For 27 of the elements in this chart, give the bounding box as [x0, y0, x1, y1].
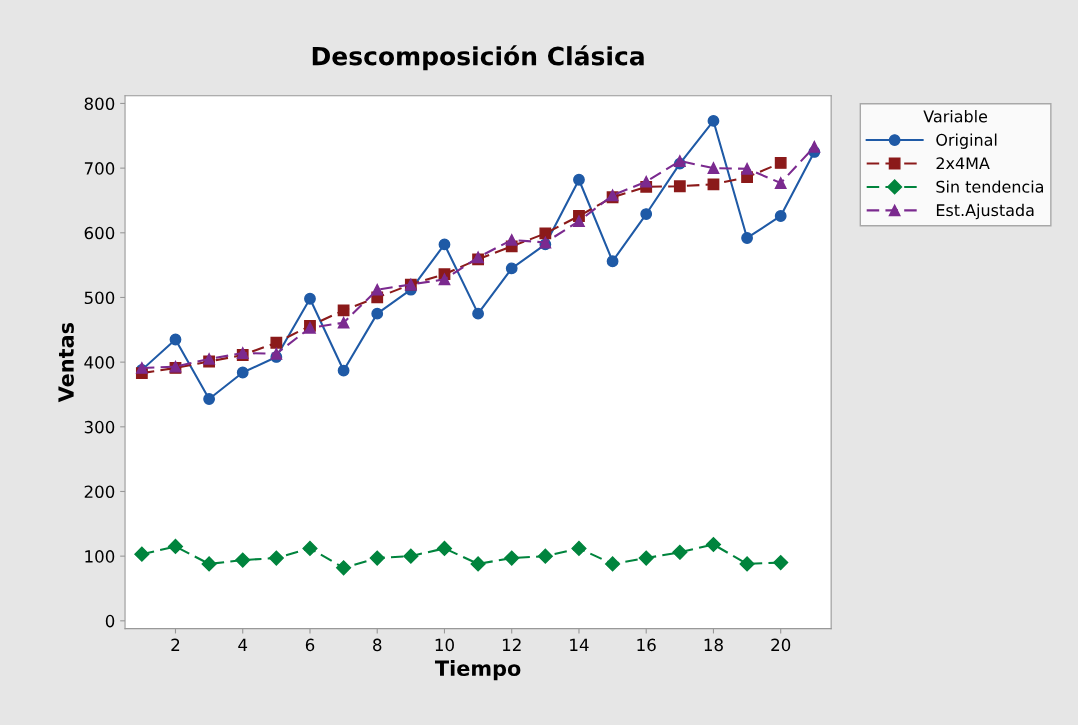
y-tick-label: 400	[84, 356, 115, 369]
x-tick-label: 8	[373, 638, 382, 652]
legend-label: Est.Ajustada	[936, 203, 1034, 220]
chart-title: Descomposición Clásica	[312, 45, 644, 71]
x-tick-label: 6	[305, 638, 315, 652]
x-axis-title: Tiempo	[434, 659, 521, 681]
y-tick-label: 100	[85, 550, 115, 563]
y-tick-label: 0	[105, 614, 115, 628]
x-tick-label: 12	[502, 638, 521, 651]
legend-label: Sin tendencia	[936, 180, 1044, 193]
y-tick-label: 200	[84, 485, 115, 499]
x-tick-label: 20	[771, 638, 791, 652]
y-tick-label: 600	[84, 226, 115, 240]
x-tick-label: 18	[704, 638, 723, 652]
legend-label: 2x4MA	[936, 157, 990, 170]
y-tick-label: 300	[84, 420, 115, 434]
y-tick-label: 700	[84, 162, 115, 175]
x-tick-label: 2	[171, 638, 180, 651]
x-tick-label: 4	[238, 638, 248, 651]
x-tick-label: 16	[637, 638, 656, 652]
legend-label: Original	[936, 133, 997, 149]
x-tick-label: 14	[570, 638, 589, 651]
y-tick-label: 500	[84, 291, 115, 305]
y-axis-title: Ventas	[58, 322, 74, 403]
x-tick-label: 10	[435, 638, 454, 652]
legend-title: Variable	[923, 110, 988, 123]
y-tick-label: 800	[84, 97, 115, 111]
